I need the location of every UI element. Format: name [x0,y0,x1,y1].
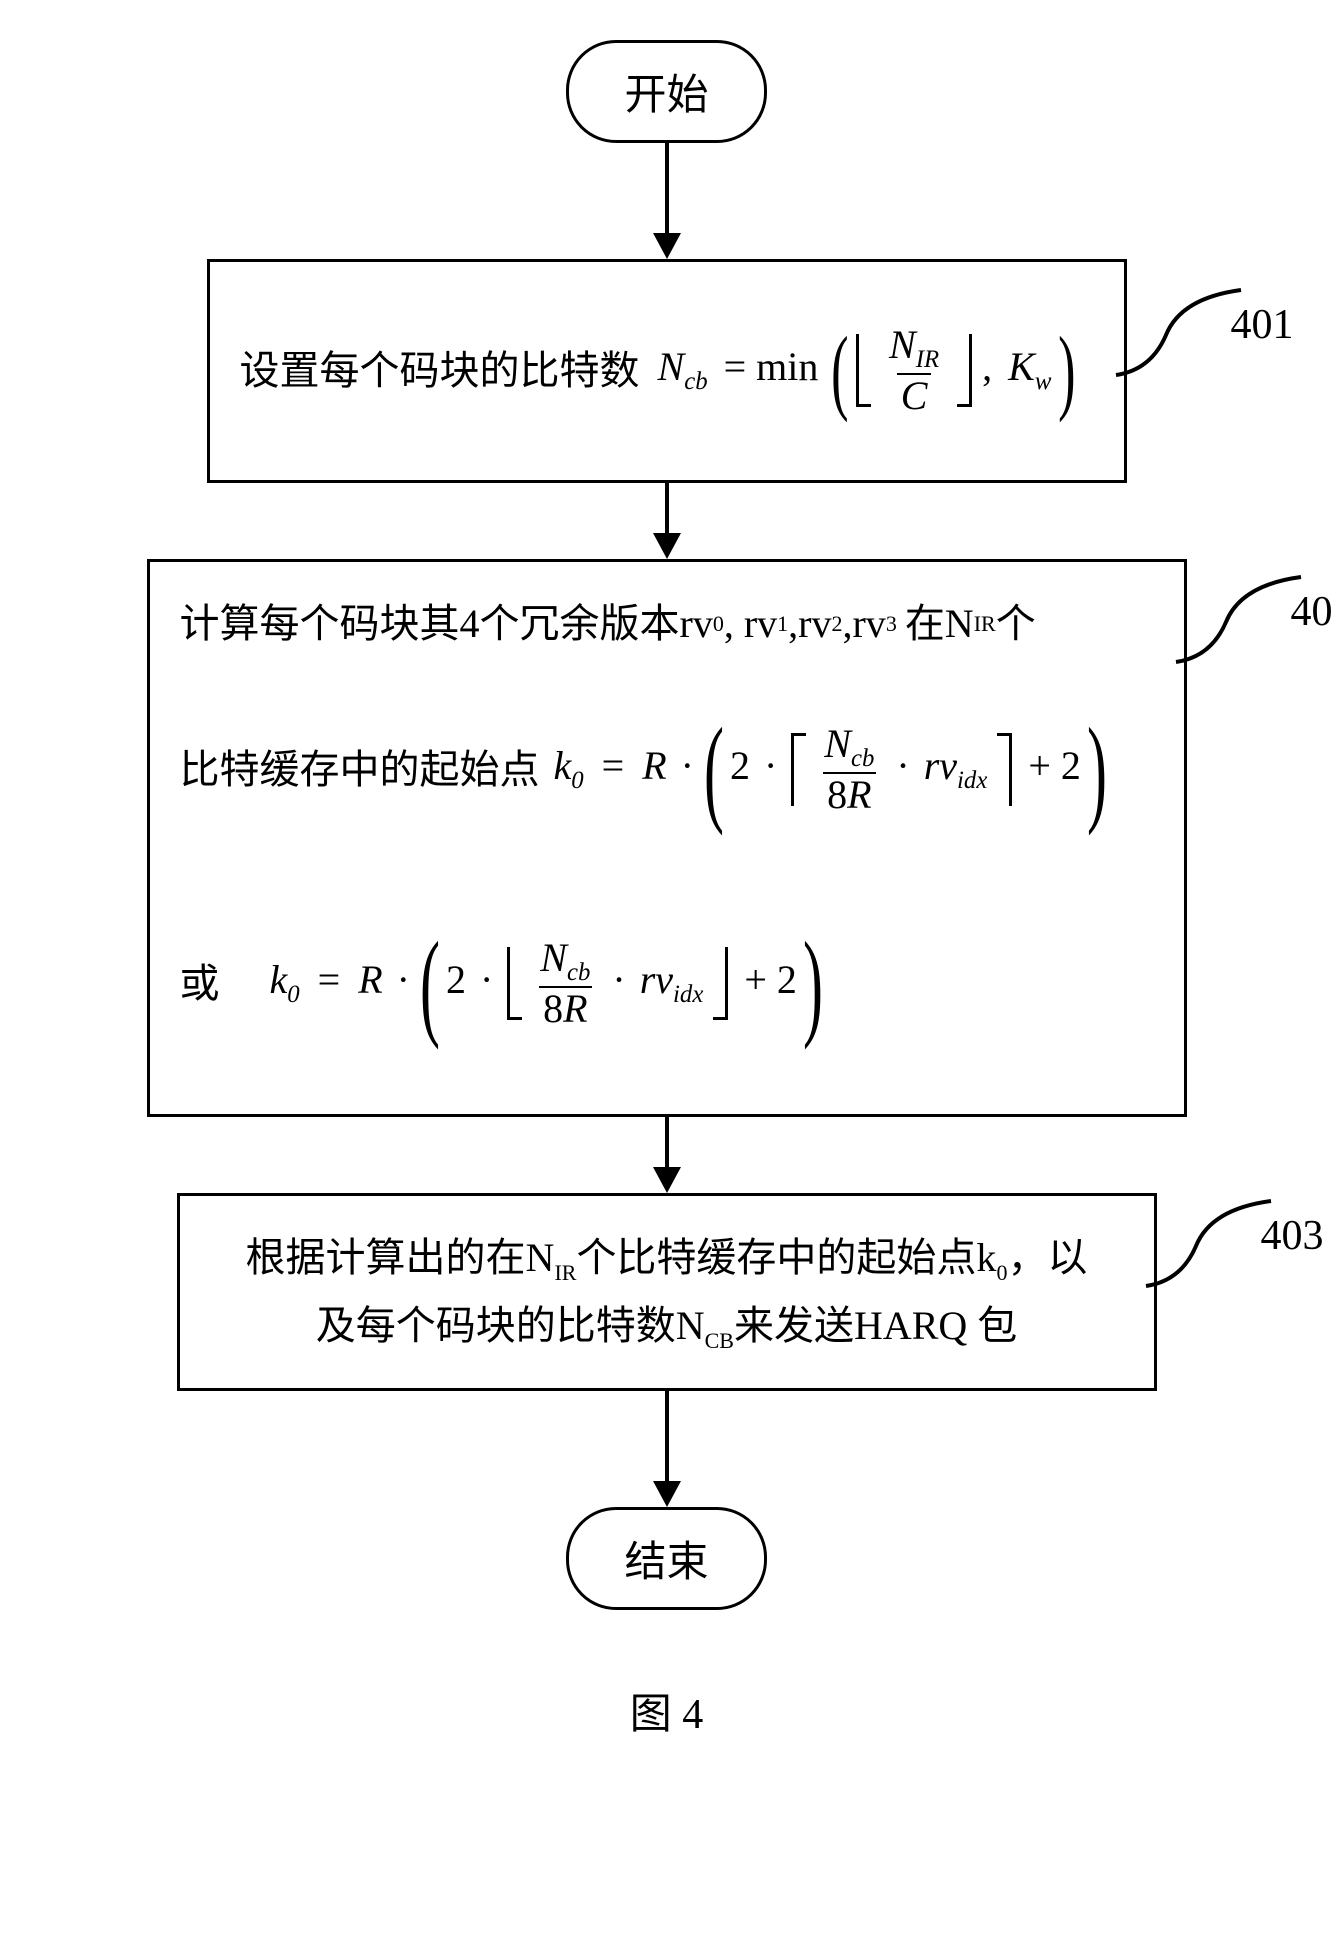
terminal-start: 开始 [566,40,766,143]
flowchart-root: 开始 401 设置每个码块的比特数 Ncb = min ( NIR C [117,40,1217,1741]
callout-403: 403 [1261,1201,1324,1272]
terminal-end: 结束 [566,1507,766,1610]
step-401: 401 设置每个码块的比特数 Ncb = min ( NIR C , Kw ) [207,259,1127,483]
s402-line2: 比特缓存中的起始点 k0 = R · ( 2 · Ncb 8R · rvidx … [180,668,1154,872]
start-label: 开始 [624,73,708,119]
figure-label: 图 4 [630,1680,704,1741]
end-label: 结束 [624,1540,708,1586]
s401-prefix: 设置每个码块的比特数 [240,337,640,405]
arrow-1 [653,143,681,259]
s403-line1: 根据计算出的在NIR个比特缓存中的起始点k0，以 [210,1224,1124,1292]
arrow-4 [653,1391,681,1507]
arrow-2 [653,483,681,559]
s402-line3: 或 k0 = R · ( 2 · Ncb 8R · rvidx + 2 ) [180,882,1154,1086]
callout-401: 401 [1231,290,1294,361]
s403-line2: 及每个码块的比特数NCB来发送HARQ 包 [210,1292,1124,1360]
callout-402: 402 [1291,577,1333,648]
arrow-3 [653,1117,681,1193]
s401-formula: Ncb = min ( NIR C , Kw ) [658,290,1074,452]
s402-line1: 计算每个码块其4个冗余版本rv0, rv1,rv2 ,rv3 在NIR个 [180,590,1154,658]
step-403: 403 根据计算出的在NIR个比特缓存中的起始点k0，以 及每个码块的比特数NC… [177,1193,1157,1391]
step-402: 402 计算每个码块其4个冗余版本rv0, rv1,rv2 ,rv3 在NIR个… [147,559,1187,1117]
